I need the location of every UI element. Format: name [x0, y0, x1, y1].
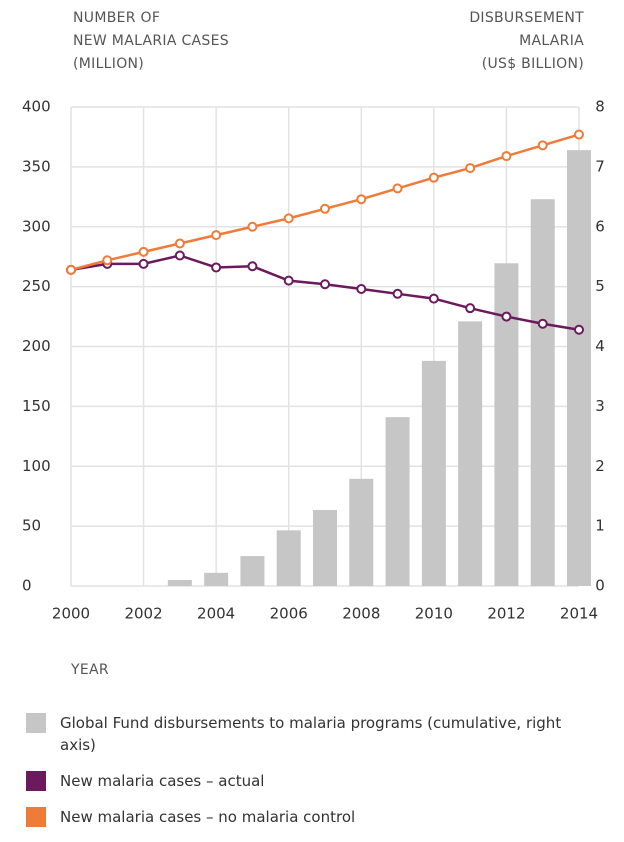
legend-item: New malaria cases – actual: [26, 770, 586, 792]
legend-label: New malaria cases – actual: [60, 772, 265, 790]
point: [392, 288, 403, 299]
point: [174, 238, 185, 249]
point: [428, 293, 439, 304]
point: [211, 230, 222, 241]
y-axis-title: NUMBER OF: [73, 10, 160, 26]
y2-tick-label: 5: [595, 277, 605, 295]
y-tick-label: 150: [22, 397, 51, 415]
bar: [530, 199, 555, 586]
y-tick-label: 350: [22, 157, 51, 175]
point: [574, 129, 584, 140]
bar: [567, 150, 591, 587]
point: [247, 261, 258, 272]
legend-label: New malaria cases – no malaria control: [60, 808, 356, 826]
bar: [349, 478, 374, 586]
y2-axis-title: MALARIA: [519, 33, 584, 49]
legend-swatch: [26, 771, 46, 791]
x-tick-label: 2000: [52, 605, 90, 623]
y-axis-title: NEW MALARIA CASES: [73, 33, 229, 49]
y2-tick-label: 3: [595, 397, 605, 415]
y2-axis-title: DISBURSEMENT: [469, 10, 584, 26]
x-tick-label: 2012: [487, 605, 525, 623]
y2-tick-label: 2: [595, 457, 605, 475]
x-axis-title: YEAR: [70, 662, 109, 678]
y2-tick-label: 0: [595, 577, 605, 595]
y2-tick-label: 4: [595, 337, 605, 355]
point: [537, 318, 548, 329]
point: [356, 194, 367, 205]
x-tick-label: 2002: [124, 605, 162, 623]
y-tick-label: 250: [22, 277, 51, 295]
x-tick-label: 2010: [415, 605, 453, 623]
legend-swatch: [26, 807, 46, 827]
point: [138, 246, 149, 257]
y-tick-label: 0: [22, 577, 32, 595]
point: [283, 275, 294, 286]
y-tick-label: 300: [22, 217, 51, 235]
bar: [240, 556, 265, 586]
point: [138, 258, 149, 269]
legend-label: Global Fund disbursements to malaria pro…: [60, 714, 562, 754]
point: [465, 303, 476, 314]
bar: [421, 360, 446, 586]
legend-item: New malaria cases – no malaria control: [26, 806, 586, 828]
legend-swatch: [26, 713, 46, 733]
point: [465, 163, 476, 174]
y-tick-label: 50: [22, 517, 41, 535]
point: [392, 183, 403, 194]
point: [501, 311, 512, 322]
point: [102, 255, 113, 266]
y2-tick-label: 8: [595, 98, 605, 116]
point: [211, 262, 222, 273]
x-tick-label: 2008: [342, 605, 380, 623]
y2-axis-title: (US$ BILLION): [482, 56, 584, 72]
bar: [167, 580, 192, 586]
point: [283, 213, 294, 224]
legend-item: Global Fund disbursements to malaria pro…: [26, 712, 586, 756]
point: [574, 324, 584, 335]
bar: [385, 417, 410, 586]
x-tick-label: 2014: [560, 605, 598, 623]
y2-tick-label: 1: [595, 517, 605, 535]
point: [428, 172, 439, 183]
bar: [204, 572, 229, 586]
point: [501, 151, 512, 162]
bar: [458, 321, 483, 586]
chart: NUMBER OF NEW MALARIA CASES (MILLION) DISBU…: [22, 10, 605, 678]
x-tick-label: 2004: [197, 605, 235, 623]
point: [356, 284, 367, 295]
point: [537, 140, 548, 151]
point: [320, 279, 330, 290]
y2-tick-label: 6: [595, 217, 605, 235]
point: [247, 221, 258, 232]
bar: [276, 530, 301, 586]
y2-tick-label: 7: [595, 157, 605, 175]
x-tick-label: 2006: [270, 605, 308, 623]
y-axis-title: (MILLION): [73, 56, 144, 72]
point: [66, 264, 76, 275]
point: [320, 203, 330, 214]
legend: Global Fund disbursements to malaria pro…: [26, 712, 586, 842]
y-tick-label: 100: [22, 457, 51, 475]
bar: [313, 509, 337, 586]
y-tick-label: 200: [22, 337, 51, 355]
point: [174, 250, 185, 261]
y-tick-label: 400: [22, 98, 51, 116]
